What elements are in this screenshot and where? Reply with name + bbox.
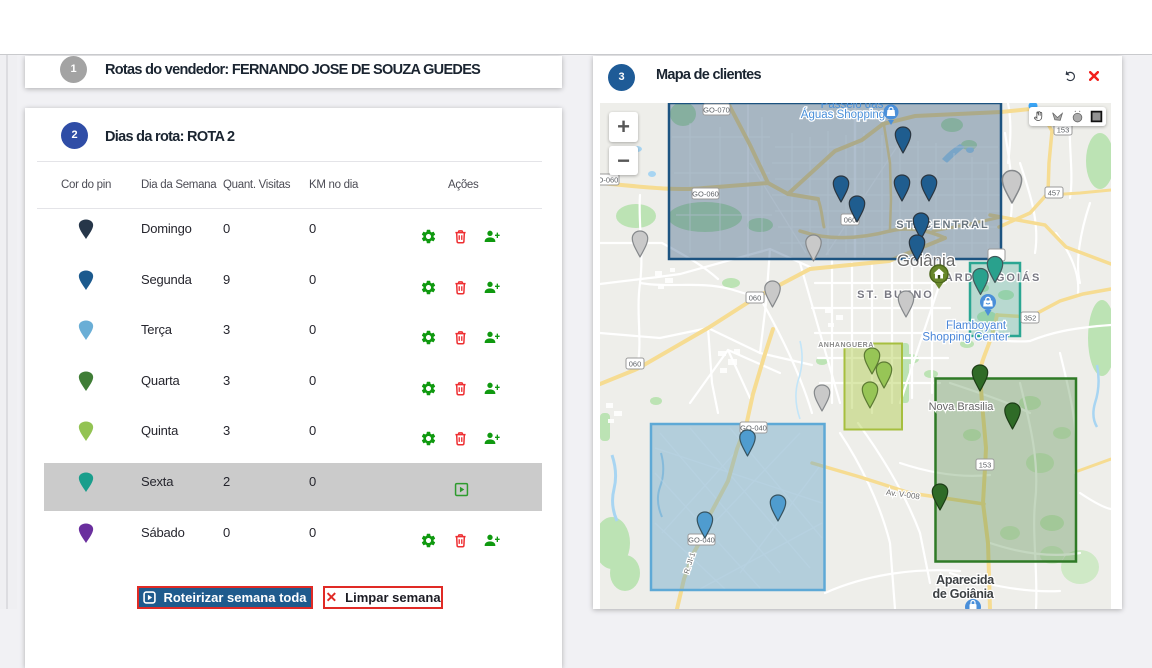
svg-text:GO-060: GO-060 — [600, 175, 618, 184]
svg-text:Flamboyant: Flamboyant — [946, 320, 1007, 332]
svg-text:060: 060 — [844, 215, 857, 224]
svg-text:GO-040: GO-040 — [740, 423, 767, 432]
svg-text:060: 060 — [629, 359, 642, 368]
svg-text:GO-060: GO-060 — [692, 189, 719, 198]
svg-text:352: 352 — [1024, 313, 1037, 322]
svg-text:Nova Brasilia: Nova Brasilia — [929, 401, 995, 413]
svg-text:Aparecida: Aparecida — [936, 573, 995, 587]
svg-text:060: 060 — [749, 293, 762, 302]
svg-text:457: 457 — [1048, 188, 1061, 197]
svg-text:Shopping Center: Shopping Center — [922, 332, 1008, 344]
svg-text:153: 153 — [979, 460, 992, 469]
svg-text:Passeio das: Passeio das — [821, 103, 884, 111]
svg-text:ANHANGUERA: ANHANGUERA — [818, 342, 874, 349]
svg-text:Goiânia: Goiânia — [897, 251, 956, 270]
svg-text:de Goiânia: de Goiânia — [933, 587, 995, 601]
svg-text:GO-040: GO-040 — [688, 535, 715, 544]
svg-text:JARDIM GOIÁS: JARDIM GOIÁS — [937, 271, 1042, 284]
svg-text:GO-070: GO-070 — [703, 105, 730, 114]
svg-text:ST. BUENO: ST. BUENO — [857, 289, 934, 301]
svg-text:Águas Shopping: Águas Shopping — [801, 108, 885, 121]
svg-text:153: 153 — [1057, 125, 1070, 134]
svg-text:ST. CENTRAL: ST. CENTRAL — [896, 219, 990, 231]
